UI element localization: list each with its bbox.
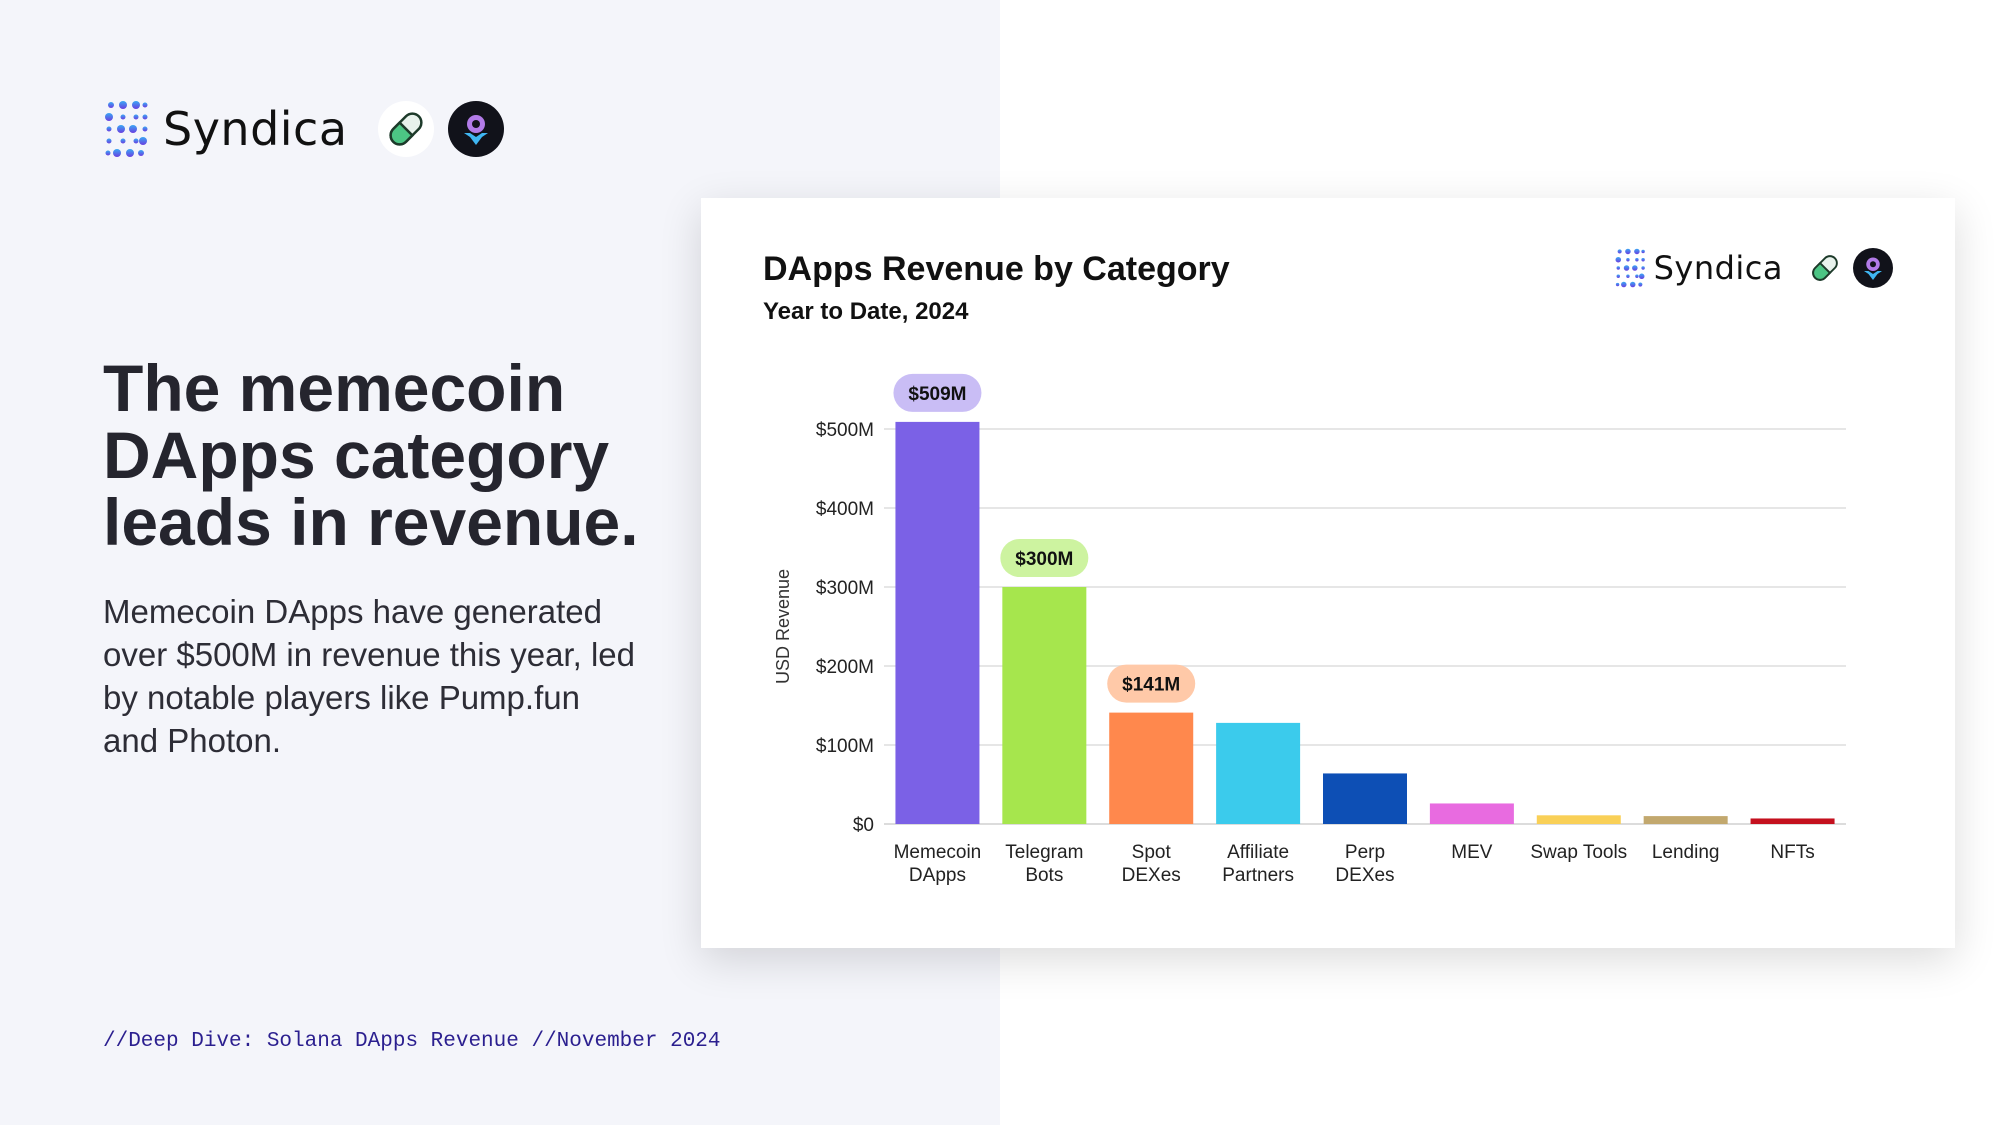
bar: [1323, 773, 1407, 824]
x-tick-label: DApps: [909, 865, 966, 886]
chart-card: DApps Revenue by Category Year to Date, …: [701, 198, 1955, 948]
bar: [1109, 712, 1194, 824]
syndica-logo-icon: [1615, 248, 1645, 288]
bar: [1536, 815, 1621, 824]
y-axis-label: USD Revenue: [773, 569, 793, 684]
x-tick-label: Spot: [1132, 842, 1172, 863]
x-tick-label: NFTs: [1770, 842, 1814, 863]
y-tick-label: $300M: [816, 578, 874, 599]
bar-chart: $0 $100M $200M $300M $400M $500M USD Revenue Me…: [773, 373, 1846, 886]
chart-title: DApps Revenue by Category: [763, 250, 1230, 288]
bar: [1750, 818, 1835, 824]
x-tick-label: Affiliate: [1227, 842, 1289, 863]
y-tick-label: $500M: [816, 420, 874, 441]
brand-name: Syndica: [1653, 249, 1783, 287]
data-label: $141M: [1122, 675, 1180, 696]
body-text: Memecoin DApps have generated over $500M…: [103, 593, 635, 759]
syndica-logo-icon: [105, 101, 148, 157]
bar: [895, 421, 980, 824]
rocket-icon: [447, 101, 504, 157]
x-tick-label: Bots: [1025, 865, 1063, 886]
footer-caption: //Deep Dive: Solana DApps Revenue //Nove…: [103, 1030, 721, 1053]
x-tick-label: Memecoin: [894, 842, 982, 863]
x-tick-label: Telegram: [1005, 842, 1083, 863]
rocket-icon: [1853, 248, 1893, 288]
data-label-bg: [893, 373, 982, 412]
x-tick-label: Perp: [1345, 842, 1385, 863]
brand-name: Syndica: [163, 102, 348, 156]
y-tick-label: $100M: [816, 736, 874, 757]
data-label: $509M: [908, 384, 966, 405]
card-brand: Syndica: [1614, 248, 1893, 288]
pill-icon: [377, 101, 434, 157]
y-tick-label: $400M: [816, 499, 874, 520]
brand-header: Syndica: [103, 100, 504, 158]
bar: [1643, 816, 1728, 824]
data-label-bg: [1107, 664, 1196, 703]
x-tick-label: Lending: [1652, 842, 1720, 863]
data-label-bg: [1000, 539, 1089, 577]
x-tick-label: MEV: [1451, 842, 1493, 863]
bar: [1216, 722, 1301, 824]
y-tick-label: $0: [853, 815, 874, 836]
x-tick-label: Swap Tools: [1530, 842, 1627, 863]
bar: [1002, 587, 1087, 824]
pill-icon: [1805, 248, 1845, 288]
headline: The memecoin DApps category leads in rev…: [103, 351, 639, 559]
data-label: $300M: [1015, 549, 1073, 570]
chart-subtitle: Year to Date, 2024: [763, 298, 969, 325]
x-tick-label: DEXes: [1122, 865, 1181, 886]
y-tick-label: $200M: [816, 657, 874, 678]
bar: [1429, 803, 1514, 824]
x-tick-label: DEXes: [1335, 865, 1394, 886]
x-tick-label: Partners: [1222, 865, 1294, 886]
